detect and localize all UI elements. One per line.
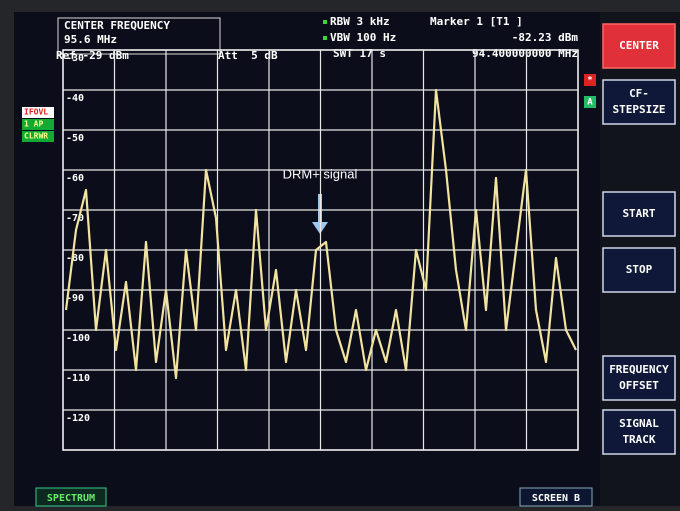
vbw: VBW 100 Hz	[330, 31, 396, 44]
softkey-label: SIGNAL	[619, 417, 659, 430]
center-value: 95.6 MHz	[64, 33, 117, 46]
softkey[interactable]	[602, 247, 676, 293]
softkey[interactable]	[602, 355, 676, 401]
indicator-box	[22, 107, 54, 118]
y-tick-label: -110	[66, 373, 90, 384]
softkey-label: START	[622, 207, 655, 220]
y-tick-label: -60	[66, 173, 84, 184]
indicator: 1 AP	[24, 120, 43, 129]
center-label: CENTER FREQUENCY	[64, 19, 170, 32]
trace-flag-box	[584, 74, 596, 86]
softkey-label: STOP	[626, 263, 653, 276]
ref-level: Ref -29 dBm	[56, 49, 129, 62]
indicator: CLRWR	[24, 132, 48, 141]
marker-level: -82.23 dBm	[512, 31, 579, 44]
indicator-box	[22, 131, 54, 142]
softkey-label: CF-	[629, 87, 649, 100]
y-tick-label: -100	[66, 333, 90, 344]
softkey[interactable]	[602, 79, 676, 125]
softkey-label: OFFSET	[619, 379, 659, 392]
indicator-box	[22, 119, 54, 130]
rbw-dot	[323, 20, 327, 24]
trace-flag-box	[584, 96, 596, 108]
trace-flag: *	[587, 76, 592, 86]
sweep-time: SWT 17 s	[333, 47, 386, 60]
softkey-label: STEPSIZE	[613, 103, 666, 116]
y-tick-label: -80	[66, 253, 84, 264]
screen-tab	[519, 487, 593, 507]
screen: SCREEN B	[532, 493, 580, 504]
y-tick-label: -30	[66, 53, 84, 64]
marker-frequency: 94.400000000 MHz	[472, 47, 578, 60]
softkey-label: TRACK	[622, 433, 655, 446]
softkey[interactable]	[602, 409, 676, 455]
attenuation: Att 5 dB	[218, 49, 278, 62]
softkey-label: FREQUENCY	[609, 363, 669, 376]
softkey[interactable]	[602, 191, 676, 237]
mode-tab	[35, 487, 107, 507]
y-tick-label: -90	[66, 293, 84, 304]
vbw-dot	[323, 36, 327, 40]
rbw: RBW 3 kHz	[330, 15, 390, 28]
y-tick-label: -70	[66, 213, 84, 224]
marker: Marker 1 [T1 ]	[430, 15, 523, 28]
softkey[interactable]	[602, 23, 676, 69]
softkey-label: CENTER	[619, 39, 659, 52]
y-tick-label: -40	[66, 93, 84, 104]
y-tick-label: -50	[66, 133, 84, 144]
indicator: IFOVL	[24, 108, 48, 117]
trace-flag: A	[587, 98, 593, 108]
mode: SPECTRUM	[47, 493, 95, 504]
y-tick-label: -120	[66, 413, 90, 424]
spectrum-trace	[64, 88, 577, 380]
center-box	[57, 17, 221, 55]
display	[14, 12, 600, 506]
